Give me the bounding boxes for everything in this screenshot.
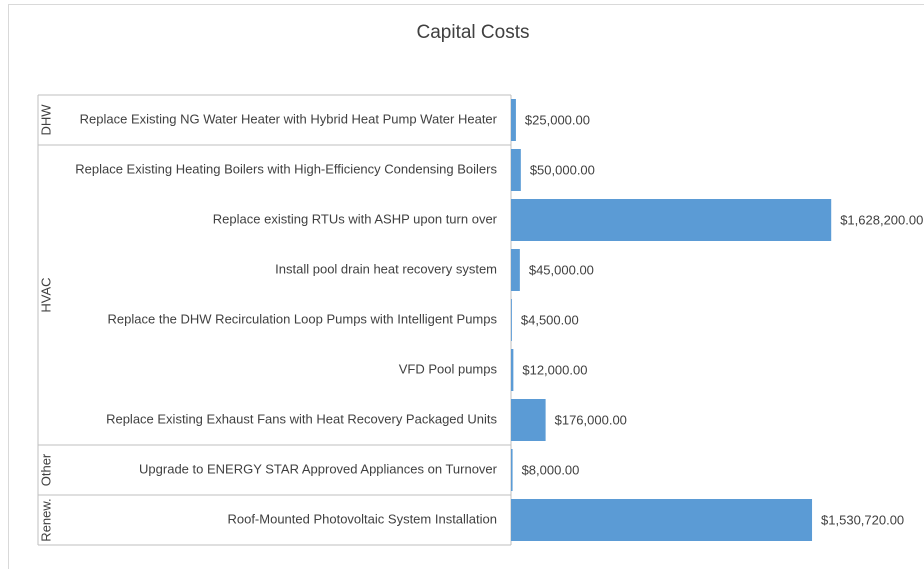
bar xyxy=(511,499,813,541)
category-label: Roof-Mounted Photovoltaic System Install… xyxy=(227,511,497,526)
value-label: $1,530,720.00 xyxy=(821,512,904,527)
group-label: HVAC xyxy=(38,277,53,312)
value-label: $25,000.00 xyxy=(525,112,590,127)
bar xyxy=(511,299,512,341)
bar xyxy=(511,149,521,191)
value-label: $8,000.00 xyxy=(522,462,580,477)
group-label: Renew. xyxy=(38,498,53,541)
group-label: Other xyxy=(38,453,53,486)
bar xyxy=(511,449,513,491)
category-label: Upgrade to ENERGY STAR Approved Applianc… xyxy=(139,461,498,476)
value-label: $176,000.00 xyxy=(555,412,627,427)
bar xyxy=(511,249,520,291)
bar xyxy=(511,399,546,441)
value-label: $50,000.00 xyxy=(530,162,595,177)
bar xyxy=(511,99,516,141)
chart-frame xyxy=(8,4,924,569)
value-label: $12,000.00 xyxy=(522,362,587,377)
value-label: $1,628,200.00 xyxy=(840,212,923,227)
category-label: Replace existing RTUs with ASHP upon tur… xyxy=(213,211,498,226)
category-label: Replace Existing NG Water Heater with Hy… xyxy=(80,111,498,126)
group-label: DHW xyxy=(38,104,53,136)
chart-title: Capital Costs xyxy=(417,22,530,43)
category-label: Install pool drain heat recovery system xyxy=(275,261,497,276)
bar xyxy=(511,349,514,391)
category-label: Replace the DHW Recirculation Loop Pumps… xyxy=(108,311,498,326)
category-label: Replace Existing Heating Boilers with Hi… xyxy=(75,161,497,176)
value-label: $45,000.00 xyxy=(529,262,594,277)
category-label: VFD Pool pumps xyxy=(399,361,498,376)
value-label: $4,500.00 xyxy=(521,312,579,327)
category-label: Replace Existing Exhaust Fans with Heat … xyxy=(106,411,497,426)
bar xyxy=(511,199,832,241)
